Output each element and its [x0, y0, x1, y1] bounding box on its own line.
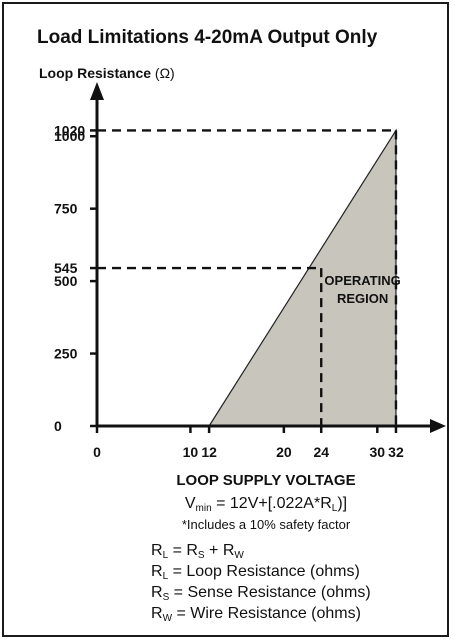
y-tick-label: 250 [54, 346, 78, 362]
chart-frame: Load Limitations 4-20mA Output Only Loop… [2, 2, 449, 637]
y-axis-arrow [90, 82, 104, 100]
safety-note: *Includes a 10% safety factor [182, 517, 351, 532]
resistance-definitions: RL = RS + RW RL = Loop Resistance (ohms) R… [151, 542, 371, 624]
x-tick-label: 0 [93, 444, 101, 460]
resistance-definition-line: RS = Sense Resistance (ohms) [151, 584, 371, 603]
x-tick-label: 10 [183, 444, 199, 460]
y-tick-label: 0 [54, 418, 62, 434]
x-tick-label: 24 [313, 444, 329, 460]
x-tick-label: 32 [388, 444, 404, 460]
y-axis-label-unit: (Ω) [155, 65, 175, 81]
resistance-definition-line: RW = Wire Resistance (ohms) [151, 605, 361, 624]
resistance-definition-line: RL = Loop Resistance (ohms) [151, 563, 360, 582]
x-axis-label: LOOP SUPPLY VOLTAGE [176, 472, 355, 489]
y-tick-label: 1000 [54, 128, 85, 144]
chart-title: Load Limitations 4-20mA Output Only [37, 27, 378, 48]
y-tick-label: 750 [54, 201, 78, 217]
operating-region-label: REGION [337, 291, 388, 306]
load-limitations-chart: Load Limitations 4-20mA Output Only Loop… [37, 27, 446, 624]
y-tick-label: 1020 [54, 122, 85, 138]
x-axis-arrow [430, 419, 446, 433]
operating-region-label: OPERATING [324, 273, 400, 288]
resistance-definition-line: RL = RS + RW [151, 542, 244, 561]
x-tick-label: 12 [201, 444, 217, 460]
y-axis-label-text: Loop Resistance [39, 65, 151, 81]
y-axis-label: Loop Resistance (Ω) [39, 65, 175, 81]
vmin-formula: Vmin = 12V+[.022A*RL)] [185, 495, 347, 514]
y-tick-label: 500 [54, 273, 78, 289]
x-tick-label: 20 [276, 444, 292, 460]
y-tick-label: 545 [54, 260, 78, 276]
x-tick-label: 30 [369, 444, 385, 460]
